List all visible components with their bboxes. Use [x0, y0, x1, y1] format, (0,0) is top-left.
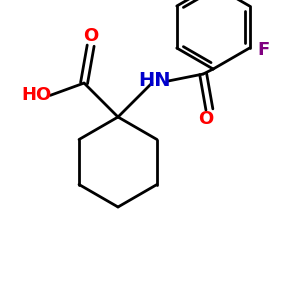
Text: O: O [198, 110, 213, 128]
Text: HO: HO [21, 86, 51, 104]
Text: HN: HN [139, 70, 171, 90]
Text: F: F [257, 41, 270, 59]
Text: O: O [83, 27, 98, 45]
